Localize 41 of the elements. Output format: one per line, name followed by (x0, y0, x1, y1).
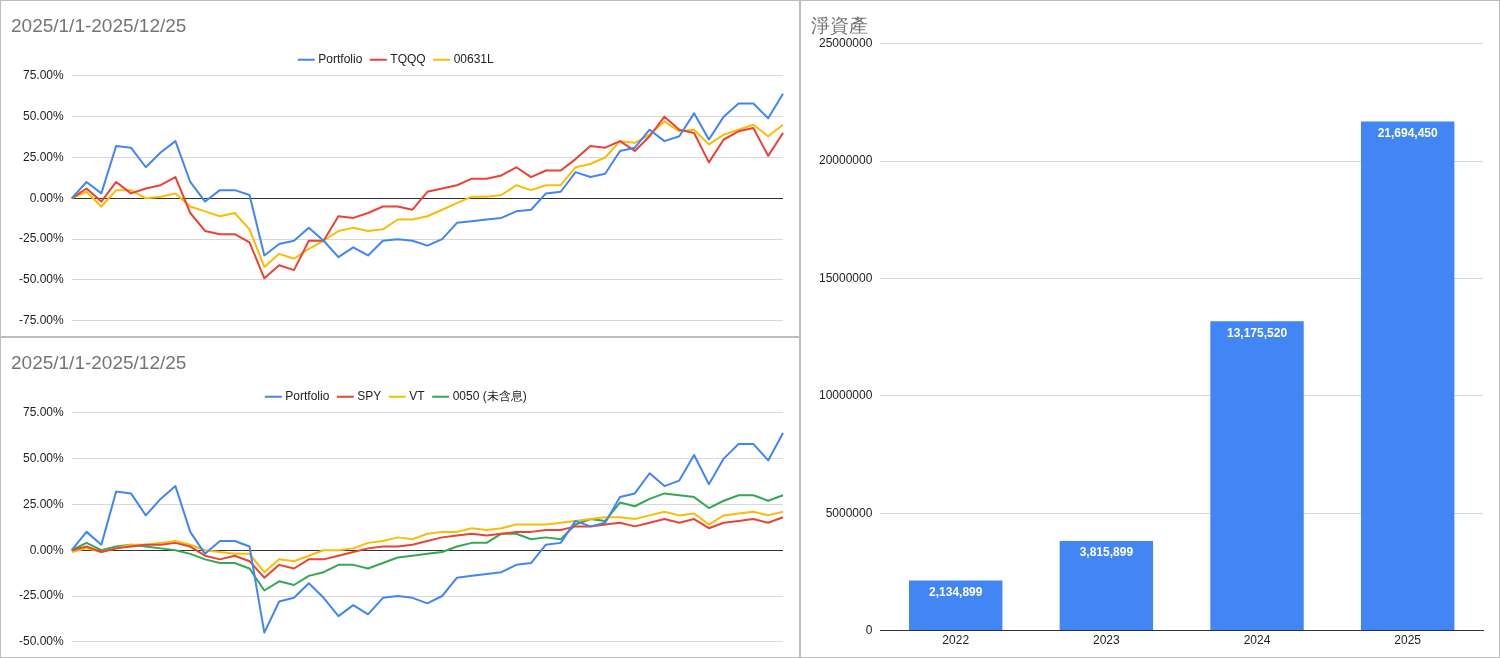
x-tick-label: 2023 (1093, 633, 1121, 648)
y-tick-label: 25.00% (22, 496, 65, 511)
y-tick-label: -50.00% (18, 634, 65, 649)
data-label: 13,175,520 (1226, 325, 1288, 340)
y-tick-label: 75.00% (22, 405, 65, 420)
y-tick-label: -25.00% (18, 231, 65, 246)
data-label: 2,134,899 (929, 584, 983, 599)
bar (1059, 541, 1154, 631)
y-tick-label: 75.00% (22, 68, 65, 83)
y-tick-label: 10000000 (819, 388, 873, 403)
x-tick-label: 2025 (1394, 633, 1422, 648)
chart-title: 2025/1/1-2025/12/25 (11, 351, 187, 373)
y-tick-label: 0 (865, 622, 873, 637)
y-tick-label: -50.00% (18, 272, 65, 287)
y-tick-label: -75.00% (18, 313, 65, 328)
bar (909, 580, 1003, 631)
x-tick-label: 2022 (942, 633, 970, 648)
legend-label: VT (409, 389, 426, 404)
y-tick-label: 20000000 (819, 153, 873, 168)
y-tick-label: 50.00% (22, 108, 65, 123)
x-tick-label: 2024 (1243, 633, 1271, 648)
chart-title: 淨資產 (811, 14, 868, 36)
legend-label: 0050 (未含息) (452, 389, 527, 404)
legend-label: TQQQ (390, 52, 426, 67)
y-tick-label: 25.00% (22, 149, 65, 164)
y-tick-label: 0.00% (29, 542, 65, 557)
data-label: 21,694,450 (1377, 125, 1439, 140)
legend-label: 00631L (453, 52, 495, 67)
data-label: 3,815,899 (1079, 545, 1134, 560)
legend-label: SPY (357, 389, 382, 404)
y-tick-label: 5000000 (825, 505, 873, 520)
y-tick-label: -25.00% (18, 588, 65, 603)
legend-label: Portfolio (318, 52, 363, 67)
bar (1360, 121, 1455, 631)
bar (1210, 321, 1304, 631)
y-tick-label: 50.00% (22, 450, 65, 465)
y-tick-label: 25000000 (819, 36, 873, 51)
y-tick-label: 15000000 (819, 270, 873, 285)
legend-label: Portfolio (285, 389, 330, 404)
y-tick-label: 0.00% (29, 190, 65, 205)
chart-title: 2025/1/1-2025/12/25 (11, 14, 187, 36)
